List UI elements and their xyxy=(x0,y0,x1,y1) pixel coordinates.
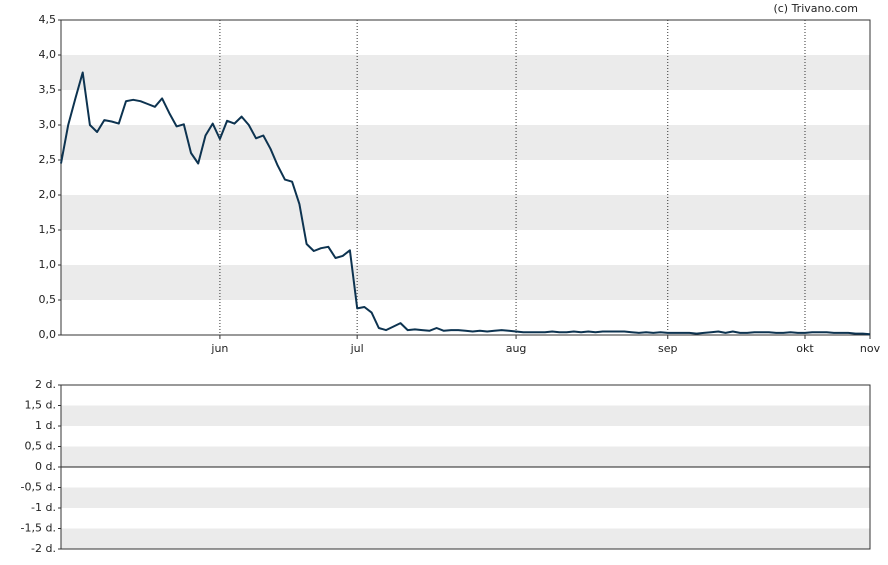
grid-band xyxy=(61,195,870,230)
price-line xyxy=(60,71,871,336)
plot-frame xyxy=(60,19,871,336)
y-tick-label: 0,0 xyxy=(39,328,57,341)
x-tick-label: sep xyxy=(658,342,677,355)
y-tick-label: 1 d. xyxy=(35,419,56,432)
x-tick-label: okt xyxy=(796,342,814,355)
y-tick-label: -1,5 d. xyxy=(21,522,56,535)
grid-band xyxy=(61,265,870,300)
grid-band xyxy=(61,125,870,160)
y-tick-label: 2,5 xyxy=(39,153,57,166)
y-tick-label: 3,0 xyxy=(39,118,57,131)
y-tick-label: 4,0 xyxy=(39,48,57,61)
y-tick-label: -1 d. xyxy=(31,501,56,514)
y-tick-label: 1,5 d. xyxy=(25,399,56,412)
plot-frame xyxy=(60,384,871,550)
y-tick-label: 3,5 xyxy=(39,83,57,96)
y-tick-label: 1,0 xyxy=(39,258,57,271)
x-tick-label: jun xyxy=(210,342,228,355)
y-tick-label: 1,5 xyxy=(39,223,57,236)
y-tick-label: -0,5 d. xyxy=(21,481,56,494)
y-tick-label: 2,0 xyxy=(39,188,57,201)
y-tick-label: 0,5 d. xyxy=(25,440,56,453)
y-tick-label: 0,5 xyxy=(39,293,57,306)
y-tick-label: 0 d. xyxy=(35,460,56,473)
grid-band xyxy=(61,55,870,90)
x-tick-label: aug xyxy=(506,342,527,355)
y-tick-label: -2 d. xyxy=(31,542,56,555)
grid-band xyxy=(61,487,870,508)
y-tick-label: 4,5 xyxy=(39,13,57,26)
y-tick-label: 2 d. xyxy=(35,378,56,391)
x-tick-label: jul xyxy=(350,342,364,355)
grid-band xyxy=(61,405,870,426)
x-tick-label: nov xyxy=(860,342,881,355)
credit: (c) Trivano.com xyxy=(773,2,858,15)
grid-band xyxy=(61,446,870,467)
grid-band xyxy=(61,528,870,549)
